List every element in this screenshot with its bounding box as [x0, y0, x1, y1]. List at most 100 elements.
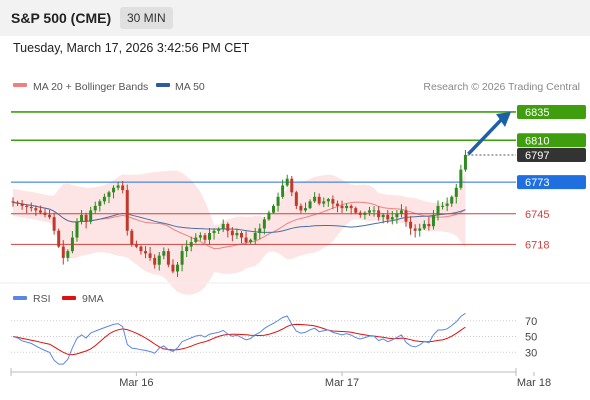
candle	[404, 206, 408, 227]
candle	[354, 206, 358, 215]
candle	[80, 209, 84, 225]
resistance-tag-6810	[517, 133, 586, 148]
candle	[322, 197, 326, 208]
candle	[180, 245, 184, 272]
candle	[166, 248, 170, 268]
candle	[48, 209, 52, 220]
time-label: Mar 17	[325, 377, 359, 389]
candle	[70, 231, 74, 254]
rsi-level-label-70: 70	[525, 316, 537, 328]
candle	[299, 203, 303, 214]
candle	[427, 217, 431, 231]
time-label: Mar 16	[119, 377, 153, 389]
candle	[276, 192, 280, 212]
candle	[313, 192, 317, 203]
rsi-level-label-30: 30	[525, 347, 537, 359]
candle	[395, 210, 399, 224]
candle	[285, 174, 289, 187]
candle	[116, 181, 120, 191]
candle	[203, 232, 207, 244]
candle	[89, 206, 93, 225]
candle	[217, 227, 221, 234]
candle	[112, 185, 116, 199]
candle	[294, 190, 298, 210]
candle	[335, 200, 339, 213]
pivot-tag-6773	[517, 175, 586, 190]
candle	[281, 179, 285, 199]
ma20-legend-label: MA 20 + Bollinger Bands	[33, 81, 148, 93]
rsi-level-label-50: 50	[525, 332, 537, 344]
candle	[431, 210, 435, 230]
resistance-tag-6835	[517, 104, 586, 119]
candle	[409, 216, 413, 235]
candle	[16, 200, 20, 207]
candle	[372, 206, 376, 217]
candle	[459, 164, 463, 190]
candle	[189, 236, 193, 252]
candle	[107, 190, 111, 204]
ma20-legend-swatch	[13, 83, 27, 87]
candle	[450, 195, 454, 207]
candle	[390, 210, 394, 225]
candle	[66, 249, 70, 262]
candle	[176, 262, 180, 277]
candle	[377, 206, 381, 221]
candle	[34, 205, 38, 216]
candle	[29, 202, 33, 212]
rsi-ma-legend-swatch	[62, 296, 76, 300]
resistance-label-6835: 6835	[525, 107, 549, 119]
candle	[381, 213, 385, 224]
pivot-label-6773: 6773	[525, 177, 549, 189]
candle	[171, 259, 175, 274]
candle	[20, 199, 24, 210]
header-bar: S&P 500 (CME) 30 MIN	[0, 0, 590, 36]
rsi-ma-line	[12, 323, 466, 356]
bollinger-band	[13, 170, 466, 295]
interval-button[interactable]: 30 MIN	[120, 7, 173, 29]
candle	[25, 204, 29, 214]
candle	[125, 184, 129, 236]
candle	[130, 228, 134, 247]
candle	[253, 227, 257, 245]
candle	[221, 219, 225, 233]
candle	[194, 233, 198, 244]
credit-text: Research © 2026 Trading Central	[423, 81, 580, 93]
candle	[454, 183, 458, 204]
candle	[157, 252, 161, 271]
rsi-line	[12, 312, 466, 365]
candle	[418, 223, 422, 237]
candle	[436, 200, 440, 221]
instrument-title: S&P 500 (CME)	[11, 10, 112, 26]
candle	[38, 205, 42, 215]
ma50-legend-label: MA 50	[175, 81, 205, 93]
current-tag-6797	[517, 147, 586, 162]
candle	[139, 245, 143, 255]
time-label: Mar 18	[517, 377, 551, 389]
candle	[463, 149, 467, 172]
support-label-6718: 6718	[525, 239, 549, 251]
candle	[340, 200, 344, 213]
candle	[240, 231, 243, 244]
ma50-line	[12, 202, 466, 233]
candle	[345, 203, 349, 212]
candle	[349, 204, 353, 215]
candle	[198, 232, 202, 241]
candle	[249, 238, 253, 245]
candle	[230, 227, 234, 242]
candle	[57, 228, 61, 249]
candle	[153, 254, 157, 269]
support-label-6745: 6745	[525, 209, 549, 221]
candle	[93, 201, 97, 214]
candle	[162, 247, 166, 260]
candle	[134, 240, 138, 249]
candle	[267, 210, 271, 221]
candle	[399, 204, 403, 218]
candle	[290, 175, 294, 197]
trend-arrow-shaft	[467, 118, 503, 156]
candle	[445, 197, 449, 212]
rsi-legend-label: RSI	[33, 293, 51, 305]
trend-arrow-head	[496, 111, 511, 127]
candle	[271, 204, 275, 214]
candle	[212, 228, 216, 240]
